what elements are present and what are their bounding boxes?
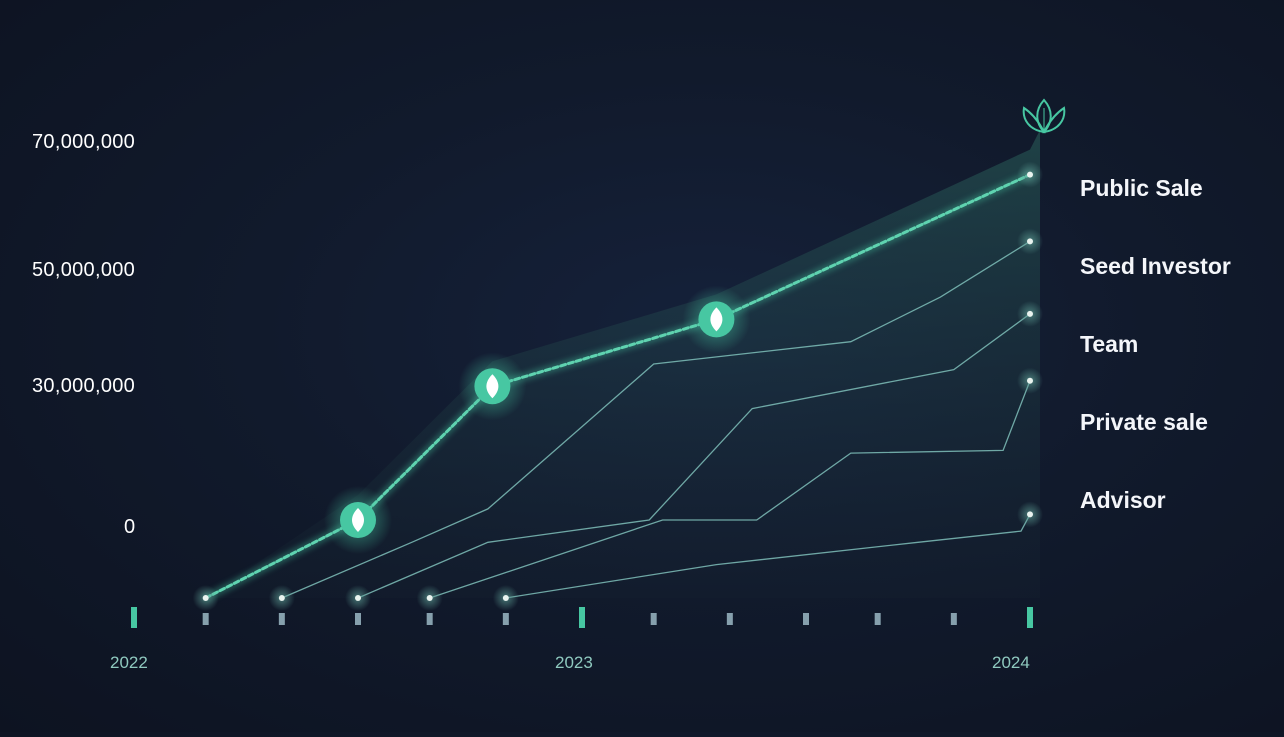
series-label-private-sale: Private sale — [1080, 409, 1208, 435]
series-end-point-seed-investor — [1027, 238, 1033, 245]
series-label-team: Team — [1080, 331, 1139, 357]
x-minor-tick — [874, 613, 881, 625]
y-tick-label: 70,000,000 — [32, 131, 136, 153]
lotus-petal — [1042, 106, 1066, 134]
leaf-icon — [710, 307, 723, 332]
series-end-point-private-sale — [1027, 377, 1033, 384]
series-start-point-public-sale — [202, 595, 209, 601]
series-start-point-seed-investor — [278, 595, 285, 601]
series-line-team — [357, 313, 1031, 599]
x-minor-tick — [803, 613, 809, 625]
series-start-point-team — [355, 595, 361, 601]
x-tick-label: 2022 — [110, 653, 148, 672]
x-major-tick — [1027, 607, 1033, 628]
series-label-public-sale: Public Sale — [1080, 175, 1203, 201]
x-major-tick — [131, 607, 137, 628]
lotus-petal — [1022, 106, 1046, 134]
x-minor-tick — [502, 613, 509, 625]
x-minor-tick — [650, 613, 657, 625]
y-tick-label: 0 — [124, 516, 136, 538]
x-minor-tick — [726, 613, 733, 625]
x-tick-label: 2024 — [992, 653, 1030, 672]
x-minor-tick — [202, 613, 209, 625]
x-minor-tick — [355, 613, 361, 625]
series-end-point-advisor — [1027, 511, 1033, 518]
main-area — [135, 130, 1040, 598]
x-tick-label: 2023 — [555, 653, 593, 672]
series-start-point-private-sale — [426, 595, 433, 601]
y-tick-label: 50,000,000 — [32, 259, 136, 281]
x-major-tick — [579, 607, 585, 628]
series-start-point-advisor — [502, 595, 509, 601]
series-label-seed-investor: Seed Investor — [1080, 253, 1231, 279]
series-line-seed-investor — [281, 240, 1031, 599]
series-end-point-public-sale — [1027, 171, 1033, 178]
x-minor-tick — [950, 613, 957, 625]
y-tick-label: 30,000,000 — [32, 375, 136, 397]
x-minor-tick — [426, 613, 433, 625]
x-minor-tick — [278, 613, 285, 625]
series-label-advisor: Advisor — [1080, 487, 1166, 513]
leaf-icon — [352, 508, 364, 532]
series-end-point-team — [1027, 310, 1033, 317]
series-line-private-sale — [429, 380, 1031, 599]
lotus-icon — [1022, 98, 1066, 134]
leaf-icon — [486, 374, 499, 399]
